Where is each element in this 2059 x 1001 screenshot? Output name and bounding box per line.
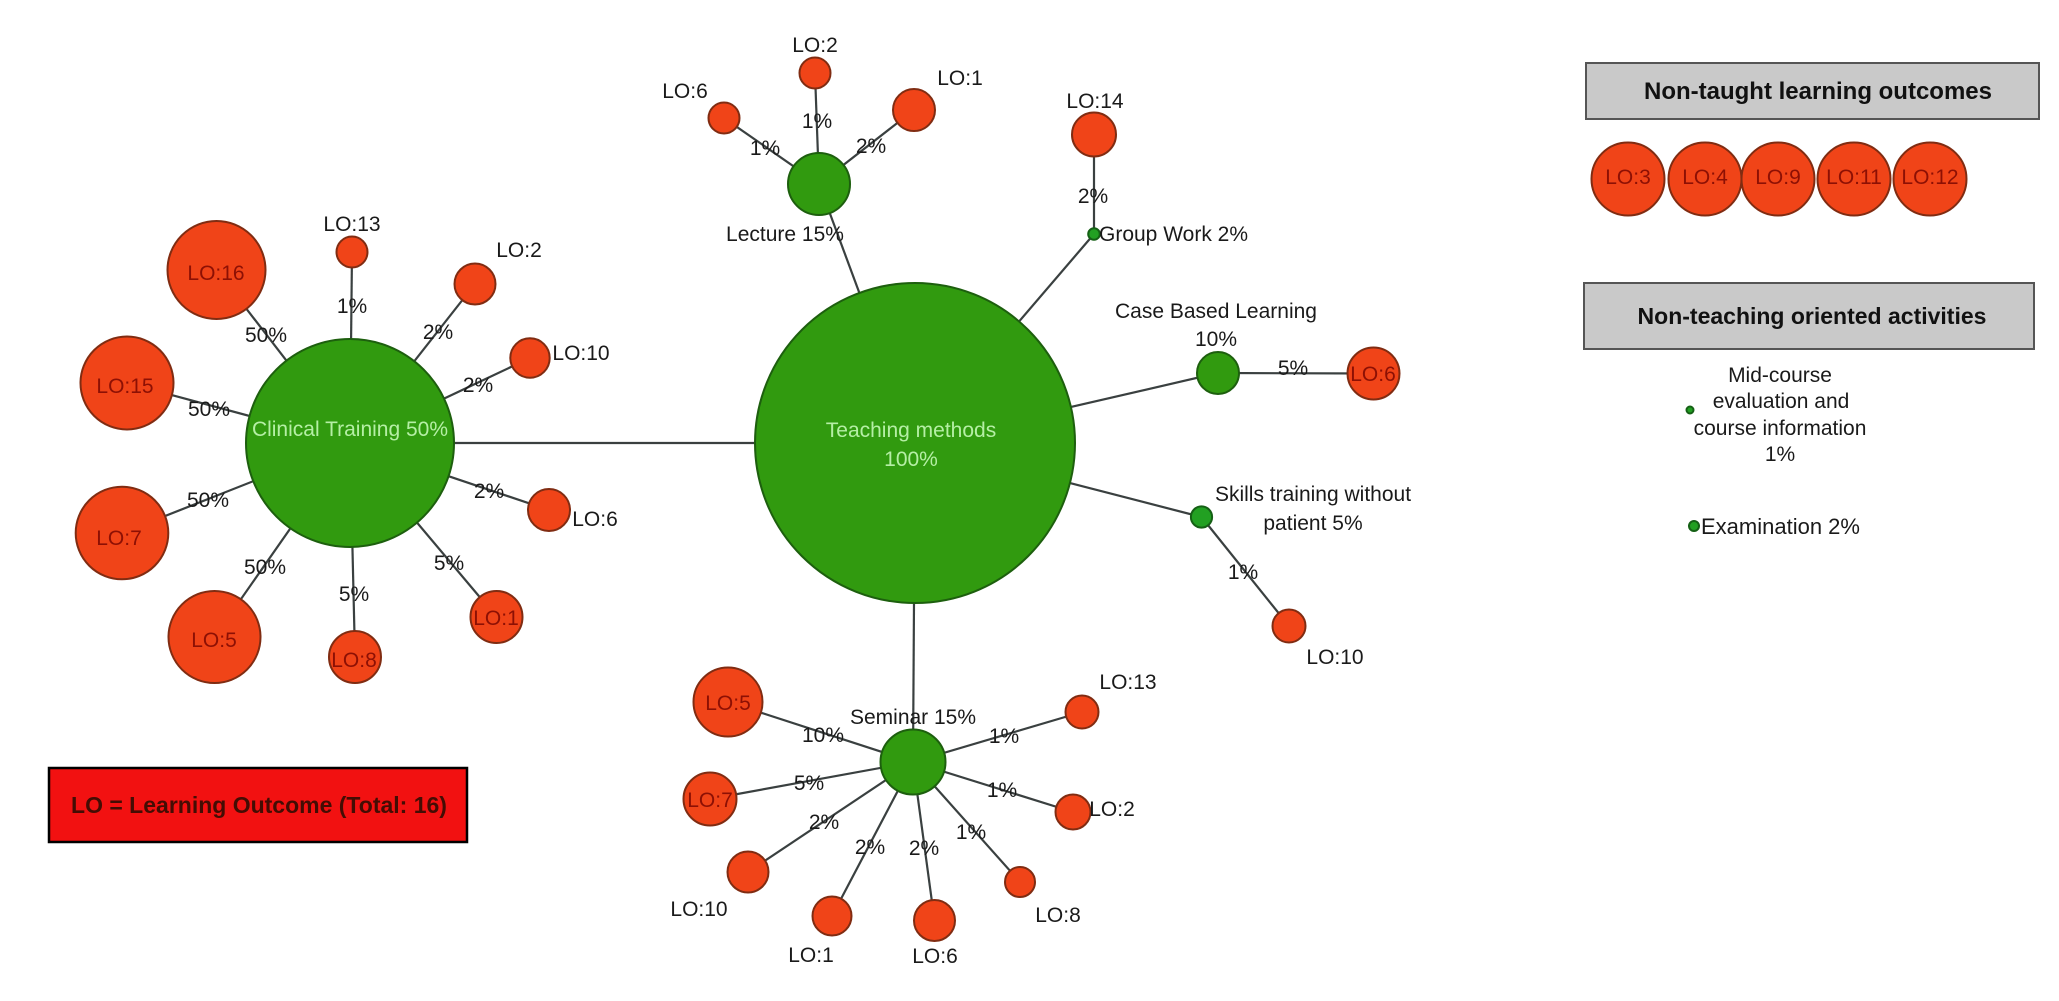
svg-text:Clinical Training 50%: Clinical Training 50% [252,418,448,441]
svg-text:10%: 10% [802,724,844,747]
svg-text:LO:6: LO:6 [912,945,958,968]
svg-text:LO:5: LO:5 [705,692,751,715]
svg-text:LO:13: LO:13 [323,213,380,236]
svg-text:Skills training without: Skills training without [1215,483,1411,506]
svg-text:LO:13: LO:13 [1099,671,1156,694]
svg-text:2%: 2% [856,135,886,158]
svg-text:LO:1: LO:1 [937,67,983,90]
svg-text:Teaching methods: Teaching methods [826,419,996,442]
svg-text:LO:10: LO:10 [670,898,727,921]
svg-text:Lecture 15%: Lecture 15% [726,223,844,246]
svg-text:5%: 5% [339,583,369,606]
svg-text:LO:6: LO:6 [1350,363,1396,386]
svg-text:LO:3: LO:3 [1605,166,1651,189]
svg-text:LO:12: LO:12 [1901,166,1958,189]
svg-text:LO:2: LO:2 [496,239,542,262]
svg-text:LO:8: LO:8 [331,649,377,672]
svg-text:2%: 2% [474,480,504,503]
svg-text:50%: 50% [244,556,286,579]
svg-text:1%: 1% [956,821,986,844]
svg-text:LO:15: LO:15 [96,375,153,398]
svg-text:2%: 2% [423,321,453,344]
svg-text:Examination 2%: Examination 2% [1701,514,1860,539]
svg-text:LO:1: LO:1 [788,944,834,967]
svg-text:1%: 1% [1228,561,1258,584]
svg-text:5%: 5% [794,772,824,795]
svg-text:100%: 100% [884,448,938,471]
svg-text:LO:14: LO:14 [1066,90,1124,113]
svg-text:patient 5%: patient 5% [1263,512,1362,535]
svg-text:LO:6: LO:6 [572,508,618,531]
svg-text:10%: 10% [1195,328,1237,351]
svg-text:LO:2: LO:2 [1089,798,1135,821]
svg-text:5%: 5% [1278,357,1308,380]
svg-text:1%: 1% [802,110,832,133]
svg-text:50%: 50% [245,324,287,347]
svg-text:LO:9: LO:9 [1755,166,1801,189]
svg-text:LO = Learning Outcome (Total:: LO = Learning Outcome (Total: 16) [71,792,447,818]
svg-text:Mid-course: Mid-course [1728,364,1832,387]
svg-text:5%: 5% [434,552,464,575]
svg-text:2%: 2% [1078,185,1108,208]
svg-text:1%: 1% [337,295,367,318]
svg-text:LO:7: LO:7 [96,527,142,550]
svg-text:Seminar 15%: Seminar 15% [850,706,976,729]
svg-text:2%: 2% [809,811,839,834]
svg-text:LO:4: LO:4 [1682,166,1728,189]
svg-text:evaluation and: evaluation and [1713,390,1850,413]
svg-text:LO:7: LO:7 [687,789,733,812]
svg-text:1%: 1% [750,137,780,160]
svg-text:LO:8: LO:8 [1035,904,1081,927]
svg-text:LO:2: LO:2 [792,34,838,57]
svg-text:50%: 50% [188,398,230,421]
svg-text:Non-teaching oriented activiti: Non-teaching oriented activities [1638,303,1987,329]
svg-text:LO:10: LO:10 [552,342,609,365]
svg-text:course information: course information [1694,417,1867,440]
svg-text:LO:10: LO:10 [1306,646,1363,669]
svg-text:1%: 1% [1765,443,1795,466]
svg-text:Case Based Learning: Case Based Learning [1115,300,1317,323]
svg-text:Non-taught learning outcomes: Non-taught learning outcomes [1644,78,1992,105]
svg-text:LO:1: LO:1 [473,607,519,630]
svg-text:LO:16: LO:16 [187,262,244,285]
svg-text:Group Work 2%: Group Work 2% [1099,223,1248,246]
svg-text:1%: 1% [987,779,1017,802]
svg-text:2%: 2% [463,374,493,397]
svg-text:LO:11: LO:11 [1826,166,1882,189]
svg-text:2%: 2% [855,836,885,859]
svg-text:LO:5: LO:5 [191,629,237,652]
svg-text:1%: 1% [989,725,1019,748]
svg-text:2%: 2% [909,837,939,860]
svg-text:50%: 50% [187,489,229,512]
svg-text:LO:6: LO:6 [662,80,708,103]
